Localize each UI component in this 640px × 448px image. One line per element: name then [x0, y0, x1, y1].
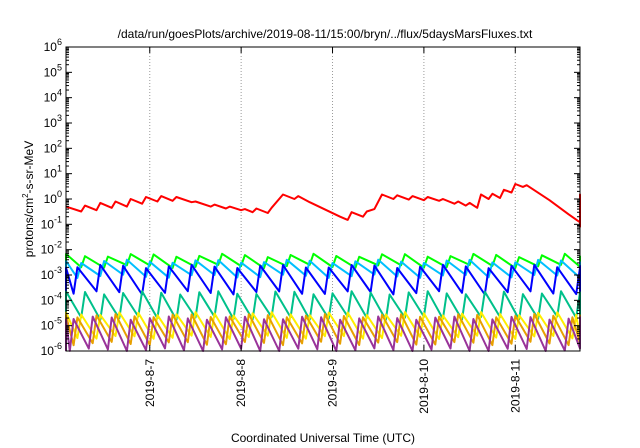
- y-tick-label-exp: 4: [57, 88, 62, 98]
- x-tick-label: 2019-8-7: [143, 359, 157, 407]
- y-axis: 10-610-510-410-310-210-11001011021031041…: [41, 37, 580, 358]
- y-tick-label-exp: 0: [57, 189, 62, 199]
- x-tick-label: 2019-8-9: [326, 359, 340, 407]
- series-group: [65, 183, 581, 352]
- y-tick-label-exp: 6: [57, 37, 62, 47]
- x-axis-label: Coordinated Universal Time (UTC): [231, 431, 415, 445]
- y-tick-label-base: 10: [44, 91, 58, 105]
- x-tick-label: 2019-8-10: [417, 359, 431, 414]
- y-tick-label-base: 10: [41, 344, 55, 358]
- series-line: [65, 313, 581, 347]
- series-line: [65, 263, 581, 296]
- y-tick-label: 10-1: [41, 214, 62, 231]
- y-tick-label: 10-3: [41, 265, 62, 282]
- y-tick-label: 10-4: [41, 290, 62, 307]
- y-tick-label-exp: 1: [57, 164, 62, 174]
- y-axis-label-sup: 2: [21, 193, 30, 198]
- y-axis-label-suffix: -s-sr-MeV: [22, 141, 36, 194]
- y-tick-label-exp: 2: [57, 138, 62, 148]
- y-tick-label-base: 10: [41, 268, 55, 282]
- y-tick-label-base: 10: [44, 40, 58, 54]
- y-tick-label-exp: 5: [57, 62, 62, 72]
- y-tick-label: 101: [44, 164, 62, 181]
- y-tick-label-base: 10: [44, 141, 58, 155]
- y-tick-label-base: 10: [41, 293, 55, 307]
- y-tick-label-base: 10: [41, 319, 55, 333]
- series-line: [65, 252, 581, 270]
- x-tick-label: 2019-8-8: [234, 359, 248, 407]
- series-line: [65, 315, 581, 352]
- y-tick-label-base: 10: [41, 243, 55, 257]
- grid: [149, 47, 516, 351]
- series-line: [65, 311, 581, 340]
- chart-title: /data/run/goesPlots/archive/2019-08-11/1…: [118, 27, 533, 41]
- y-tick-label-base: 10: [44, 116, 58, 130]
- x-tick-label: 2019-8-11: [508, 359, 522, 413]
- y-tick-label-exp: -3: [54, 265, 62, 275]
- y-tick-label-exp: -6: [54, 341, 62, 351]
- plot-frame: [65, 46, 581, 352]
- y-tick-label: 10-2: [41, 240, 62, 257]
- y-tick-label: 10-5: [41, 316, 62, 333]
- series-line: [65, 183, 581, 228]
- y-tick-label: 10-6: [41, 341, 62, 358]
- y-tick-label-exp: 3: [57, 113, 62, 123]
- series-line: [65, 290, 581, 321]
- y-axis-label-prefix: protons/cm: [22, 198, 36, 257]
- y-tick-label-base: 10: [41, 217, 55, 231]
- y-tick-label-exp: -5: [54, 316, 62, 326]
- y-tick-label: 105: [44, 62, 62, 79]
- x-axis: 2019-8-7 2019-8-8 2019-8-9 2019-8-10 2019-8-…: [143, 47, 522, 414]
- y-tick-label-exp: -2: [54, 240, 62, 250]
- y-tick-label: 100: [44, 189, 62, 206]
- y-tick-label-base: 10: [44, 192, 58, 206]
- y-tick-label-exp: -4: [54, 290, 62, 300]
- y-tick-label-base: 10: [44, 167, 58, 181]
- y-tick-label: 104: [44, 88, 62, 105]
- y-tick-label-base: 10: [44, 65, 58, 79]
- y-axis-label: protons/cm2-s-sr-MeV: [21, 141, 36, 257]
- y-tick-label-exp: -1: [54, 214, 62, 224]
- y-tick-label: 103: [44, 113, 62, 130]
- y-tick-label: 102: [44, 138, 62, 155]
- y-tick-label: 106: [44, 37, 62, 54]
